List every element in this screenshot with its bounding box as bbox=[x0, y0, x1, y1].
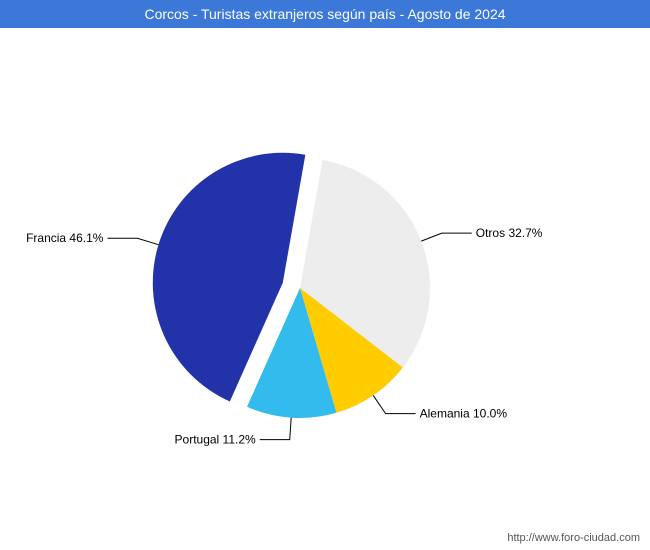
leader-line bbox=[260, 418, 291, 440]
pie-chart: Otros 32.7% Alemania 10.0% Portugal 11.2% F… bbox=[0, 28, 650, 518]
leader-line bbox=[421, 233, 472, 241]
leader-line bbox=[373, 395, 415, 413]
chart-area: Otros 32.7% Alemania 10.0% Portugal 11.2% F… bbox=[0, 28, 650, 518]
chart-header: Corcos - Turistas extranjeros según país… bbox=[0, 0, 650, 28]
footer-url: http://www.foro-ciudad.com bbox=[507, 532, 640, 544]
slice-label: Portugal 11.2% bbox=[175, 433, 256, 447]
slice-label: Alemania 10.0% bbox=[420, 407, 508, 421]
chart-title: Corcos - Turistas extranjeros según país… bbox=[144, 6, 505, 22]
leader-line bbox=[107, 238, 158, 244]
slice-label: Otros 32.7% bbox=[476, 226, 543, 240]
slice-label: Francia 46.1% bbox=[26, 231, 104, 245]
